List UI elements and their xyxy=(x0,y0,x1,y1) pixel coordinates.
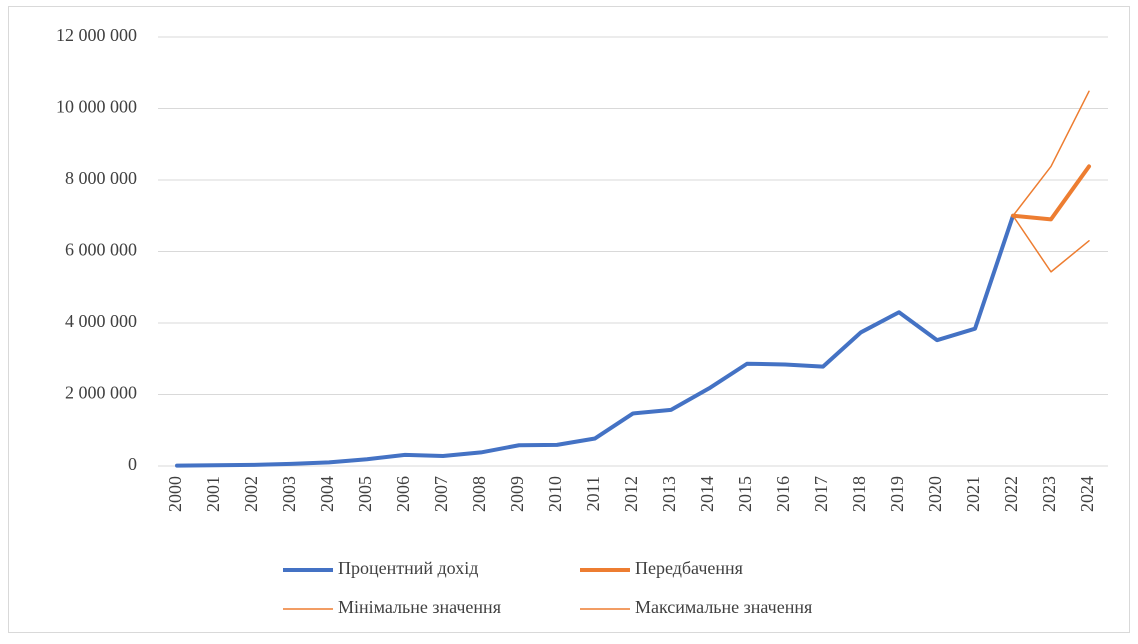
x-tick-label: 2018 xyxy=(849,476,869,512)
x-tick-label: 2017 xyxy=(811,476,831,512)
x-tick-label: 2011 xyxy=(583,476,603,511)
x-tick-label: 2002 xyxy=(241,476,261,512)
x-tick-label: 2008 xyxy=(469,476,489,512)
y-tick-label: 6 000 000 xyxy=(65,240,137,260)
y-tick-label: 10 000 000 xyxy=(56,97,137,117)
x-tick-label: 2022 xyxy=(1001,476,1021,512)
legend-label: Передбачення xyxy=(635,558,743,578)
y-tick-label: 2 000 000 xyxy=(65,383,137,403)
x-tick-label: 2000 xyxy=(165,476,185,512)
x-tick-label: 2024 xyxy=(1077,476,1097,512)
x-tick-label: 2020 xyxy=(925,476,945,512)
x-tick-label: 2016 xyxy=(773,476,793,512)
y-tick-label: 4 000 000 xyxy=(65,311,137,331)
series-line xyxy=(1012,90,1090,217)
series-line xyxy=(175,213,1015,468)
series-line xyxy=(1012,215,1090,273)
x-tick-label: 2007 xyxy=(431,476,451,512)
x-tick-label: 2004 xyxy=(317,476,337,512)
series-line xyxy=(1011,164,1091,222)
y-tick-label: 12 000 000 xyxy=(56,25,137,45)
legend-label: Максимальне значення xyxy=(635,597,812,617)
x-tick-label: 2015 xyxy=(735,476,755,512)
x-tick-label: 2005 xyxy=(355,476,375,512)
y-tick-label: 0 xyxy=(128,454,137,474)
x-tick-label: 2001 xyxy=(203,476,223,512)
y-tick-label: 8 000 000 xyxy=(65,168,137,188)
x-tick-label: 2021 xyxy=(963,476,983,512)
chart-border xyxy=(8,6,1130,633)
x-tick-label: 2003 xyxy=(279,476,299,512)
x-tick-label: 2014 xyxy=(697,476,717,512)
x-tick-label: 2013 xyxy=(659,476,679,512)
x-tick-label: 2023 xyxy=(1039,476,1059,512)
x-tick-label: 2012 xyxy=(621,476,641,512)
legend-label: Мінімальне значення xyxy=(338,597,501,617)
legend-label: Процентний дохід xyxy=(338,558,478,578)
x-tick-label: 2009 xyxy=(507,476,527,512)
x-tick-label: 2019 xyxy=(887,476,907,512)
x-tick-label: 2006 xyxy=(393,476,413,512)
x-tick-label: 2010 xyxy=(545,476,565,512)
